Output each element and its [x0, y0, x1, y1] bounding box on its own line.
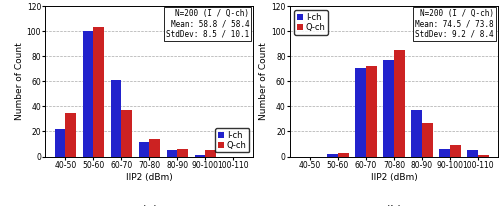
Text: N=200 (I / Q-ch)
Mean: 58.8 / 58.4
StdDev: 8.5 / 10.1: N=200 (I / Q-ch) Mean: 58.8 / 58.4 StdDe…	[166, 9, 249, 39]
Legend: I-ch, Q-ch: I-ch, Q-ch	[215, 128, 249, 152]
Bar	[149, 139, 160, 157]
Bar	[467, 150, 478, 157]
Bar	[166, 150, 178, 157]
Bar	[355, 68, 366, 157]
Bar	[121, 110, 132, 157]
Bar	[111, 80, 121, 157]
Bar	[94, 27, 104, 157]
Bar	[366, 66, 377, 157]
Y-axis label: Number of Count: Number of Count	[15, 42, 24, 120]
Bar	[383, 60, 394, 157]
Legend: I-ch, Q-ch: I-ch, Q-ch	[294, 10, 328, 35]
Bar	[55, 129, 65, 157]
Bar	[195, 155, 205, 157]
Text: N=200 (I / Q-ch)
Mean: 74.5 / 73.8
StdDev: 9.2 / 8.4: N=200 (I / Q-ch) Mean: 74.5 / 73.8 StdDe…	[415, 9, 494, 39]
Y-axis label: Number of Count: Number of Count	[260, 42, 269, 120]
Text: (a): (a)	[141, 205, 157, 206]
Bar	[411, 110, 422, 157]
X-axis label: IIP2 (dBm): IIP2 (dBm)	[371, 172, 417, 181]
Bar	[394, 50, 404, 157]
X-axis label: IIP2 (dBm): IIP2 (dBm)	[126, 172, 173, 181]
Bar	[139, 142, 149, 157]
Bar	[422, 123, 433, 157]
Bar	[338, 153, 349, 157]
Text: (b): (b)	[386, 205, 402, 206]
Bar	[205, 150, 216, 157]
Bar	[82, 31, 94, 157]
Bar	[178, 149, 188, 157]
Bar	[439, 149, 450, 157]
Bar	[450, 145, 461, 157]
Bar	[65, 113, 76, 157]
Bar	[327, 154, 338, 157]
Bar	[478, 155, 488, 157]
